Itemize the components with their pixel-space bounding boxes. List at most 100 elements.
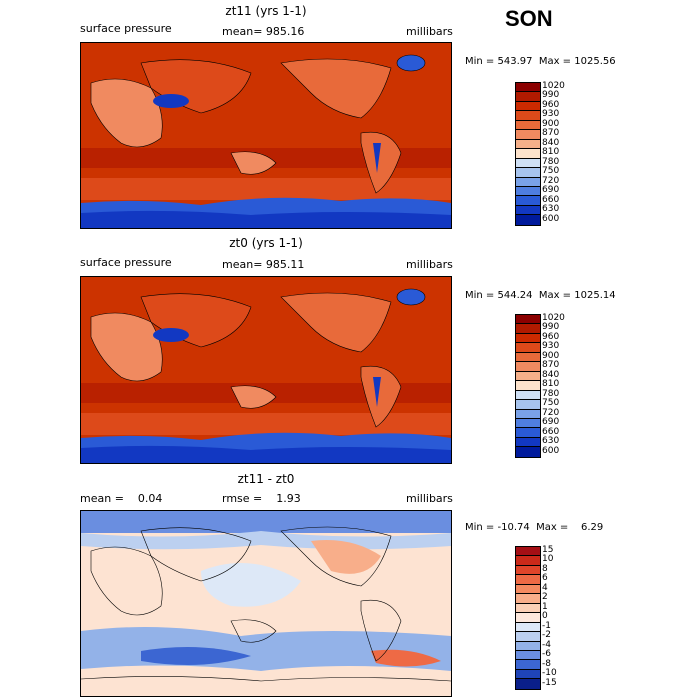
panel-3-arctic-band bbox=[81, 511, 451, 533]
panel-1-map-svg bbox=[81, 43, 451, 228]
colorbar-swatch bbox=[516, 669, 540, 680]
panel-3-north-america-outline bbox=[280, 526, 392, 587]
colorbar-tick-label: 960 bbox=[542, 99, 560, 110]
colorbar-tick-label: 720 bbox=[542, 407, 560, 418]
panel-3-map bbox=[80, 510, 452, 697]
colorbar-swatch bbox=[516, 556, 540, 566]
colorbar-swatch bbox=[516, 660, 540, 670]
panel-1-minmax: Min = 543.97 Max = 1025.56 bbox=[465, 56, 616, 67]
panel-3-southern-positive bbox=[371, 649, 441, 667]
panel-3-eurasia-outline bbox=[140, 527, 252, 582]
panel-3-southern-deep-negative bbox=[141, 647, 251, 665]
panel-3-south-america-outline bbox=[360, 599, 402, 662]
panel-2-antarctica-interior bbox=[81, 445, 451, 463]
colorbar-swatch bbox=[516, 177, 540, 187]
panel-2-greenland bbox=[396, 288, 426, 306]
colorbar-swatch bbox=[516, 622, 540, 633]
colorbar-tick-label: 660 bbox=[542, 426, 560, 437]
colorbar-swatch bbox=[516, 111, 540, 121]
colorbar-tick-label: 750 bbox=[542, 398, 560, 409]
panel-3-title: zt11 - zt0 bbox=[237, 472, 295, 486]
panel-1-title: zt11 (yrs 1-1) bbox=[225, 4, 307, 18]
colorbar-tick-label: 810 bbox=[542, 147, 560, 158]
panel-1-southern-ocean-band bbox=[81, 178, 451, 200]
colorbar-tick-label: 960 bbox=[542, 331, 560, 342]
colorbar-swatch bbox=[516, 205, 540, 216]
panel-1-tibet-low bbox=[153, 94, 189, 108]
colorbar-swatch bbox=[516, 594, 540, 604]
panel-2-australia bbox=[230, 385, 277, 409]
colorbar-swatch bbox=[516, 186, 540, 197]
colorbar-tick-label: 690 bbox=[542, 185, 560, 196]
panel-2-units-label: millibars bbox=[406, 258, 453, 271]
colorbar-tick-label: 630 bbox=[542, 204, 560, 215]
panel-2-south-america bbox=[360, 365, 402, 428]
panel-1-colorbar bbox=[515, 82, 541, 226]
colorbar-swatch bbox=[516, 390, 540, 401]
panel-1-greenland bbox=[396, 54, 426, 72]
colorbar-swatch bbox=[516, 437, 540, 448]
colorbar-swatch bbox=[516, 409, 540, 419]
colorbar-swatch bbox=[516, 547, 540, 557]
colorbar-swatch bbox=[516, 352, 540, 363]
colorbar-tick-label: 15 bbox=[542, 545, 554, 555]
colorbar-tick-label: 810 bbox=[542, 379, 560, 390]
panel-3-minmax: Min = -10.74 Max = 6.29 bbox=[465, 522, 604, 533]
colorbar-swatch bbox=[516, 324, 540, 334]
panel-3-antarctica-outline bbox=[81, 676, 451, 682]
panel-1-africa bbox=[90, 78, 163, 148]
colorbar-tick-label: 780 bbox=[542, 156, 560, 167]
panel-2-colorbar bbox=[515, 314, 541, 458]
colorbar-tick-label: 10 bbox=[542, 554, 554, 565]
colorbar-tick-label: -1 bbox=[542, 620, 551, 631]
colorbar-swatch bbox=[516, 565, 540, 576]
colorbar-swatch bbox=[516, 149, 540, 159]
colorbar-swatch bbox=[516, 168, 540, 178]
colorbar-tick-label: 840 bbox=[542, 137, 560, 148]
panel-2-variable-label: surface pressure bbox=[80, 256, 172, 269]
colorbar-tick-label: 690 bbox=[542, 417, 560, 428]
colorbar-swatch bbox=[516, 120, 540, 131]
colorbar-swatch bbox=[516, 584, 540, 595]
colorbar-tick-label: 720 bbox=[542, 175, 560, 186]
colorbar-tick-label: -8 bbox=[542, 658, 551, 669]
colorbar-swatch bbox=[516, 343, 540, 353]
panel-2-colorbar-labels: 1020 990 960 930 900 870 840 810 780 750 720 690 660… bbox=[542, 313, 582, 456]
colorbar-swatch bbox=[516, 679, 540, 689]
colorbar-swatch bbox=[516, 641, 540, 651]
panel-3-pacific-positive bbox=[311, 540, 381, 574]
colorbar-tick-label: -15 bbox=[542, 677, 557, 688]
colorbar-swatch bbox=[516, 418, 540, 429]
colorbar-tick-label: 0 bbox=[542, 611, 548, 622]
panel-3-map-svg bbox=[81, 511, 451, 696]
panel-2-title: zt0 (yrs 1-1) bbox=[229, 236, 303, 250]
panel-2-map bbox=[80, 276, 452, 464]
panel-2-mean-label: mean= 985.11 bbox=[222, 258, 305, 271]
season-label: SON bbox=[505, 6, 553, 31]
colorbar-swatch bbox=[516, 575, 540, 585]
panel-1-units-label: millibars bbox=[406, 25, 453, 38]
colorbar-tick-label: 1020 bbox=[542, 81, 565, 91]
colorbar-tick-label: 600 bbox=[542, 445, 560, 456]
panel-2-andes-low bbox=[373, 377, 381, 407]
panel-2-southern-ocean-band bbox=[81, 413, 451, 435]
colorbar-swatch bbox=[516, 139, 540, 150]
colorbar-tick-label: -6 bbox=[542, 649, 551, 660]
colorbar-tick-label: 2 bbox=[542, 592, 548, 603]
panel-1-north-america bbox=[280, 58, 392, 119]
panel-3-colorbar-labels: 15 10 8 6 4 2 1 0 -1 -2 -4 -6 -8 -10 -15 bbox=[542, 545, 582, 688]
colorbar-swatch bbox=[516, 613, 540, 623]
panel-2-minmax: Min = 544.24 Max = 1025.14 bbox=[465, 290, 616, 301]
colorbar-tick-label: 1020 bbox=[542, 313, 565, 323]
colorbar-tick-label: -10 bbox=[542, 668, 557, 679]
colorbar-swatch bbox=[516, 92, 540, 102]
colorbar-swatch bbox=[516, 101, 540, 112]
colorbar-tick-label: 4 bbox=[542, 582, 548, 593]
colorbar-swatch bbox=[516, 650, 540, 661]
colorbar-tick-label: 870 bbox=[542, 128, 560, 139]
colorbar-tick-label: 780 bbox=[542, 388, 560, 399]
panel-1-australia bbox=[230, 151, 277, 175]
colorbar-swatch bbox=[516, 315, 540, 325]
colorbar-swatch bbox=[516, 362, 540, 372]
colorbar-swatch bbox=[516, 400, 540, 410]
